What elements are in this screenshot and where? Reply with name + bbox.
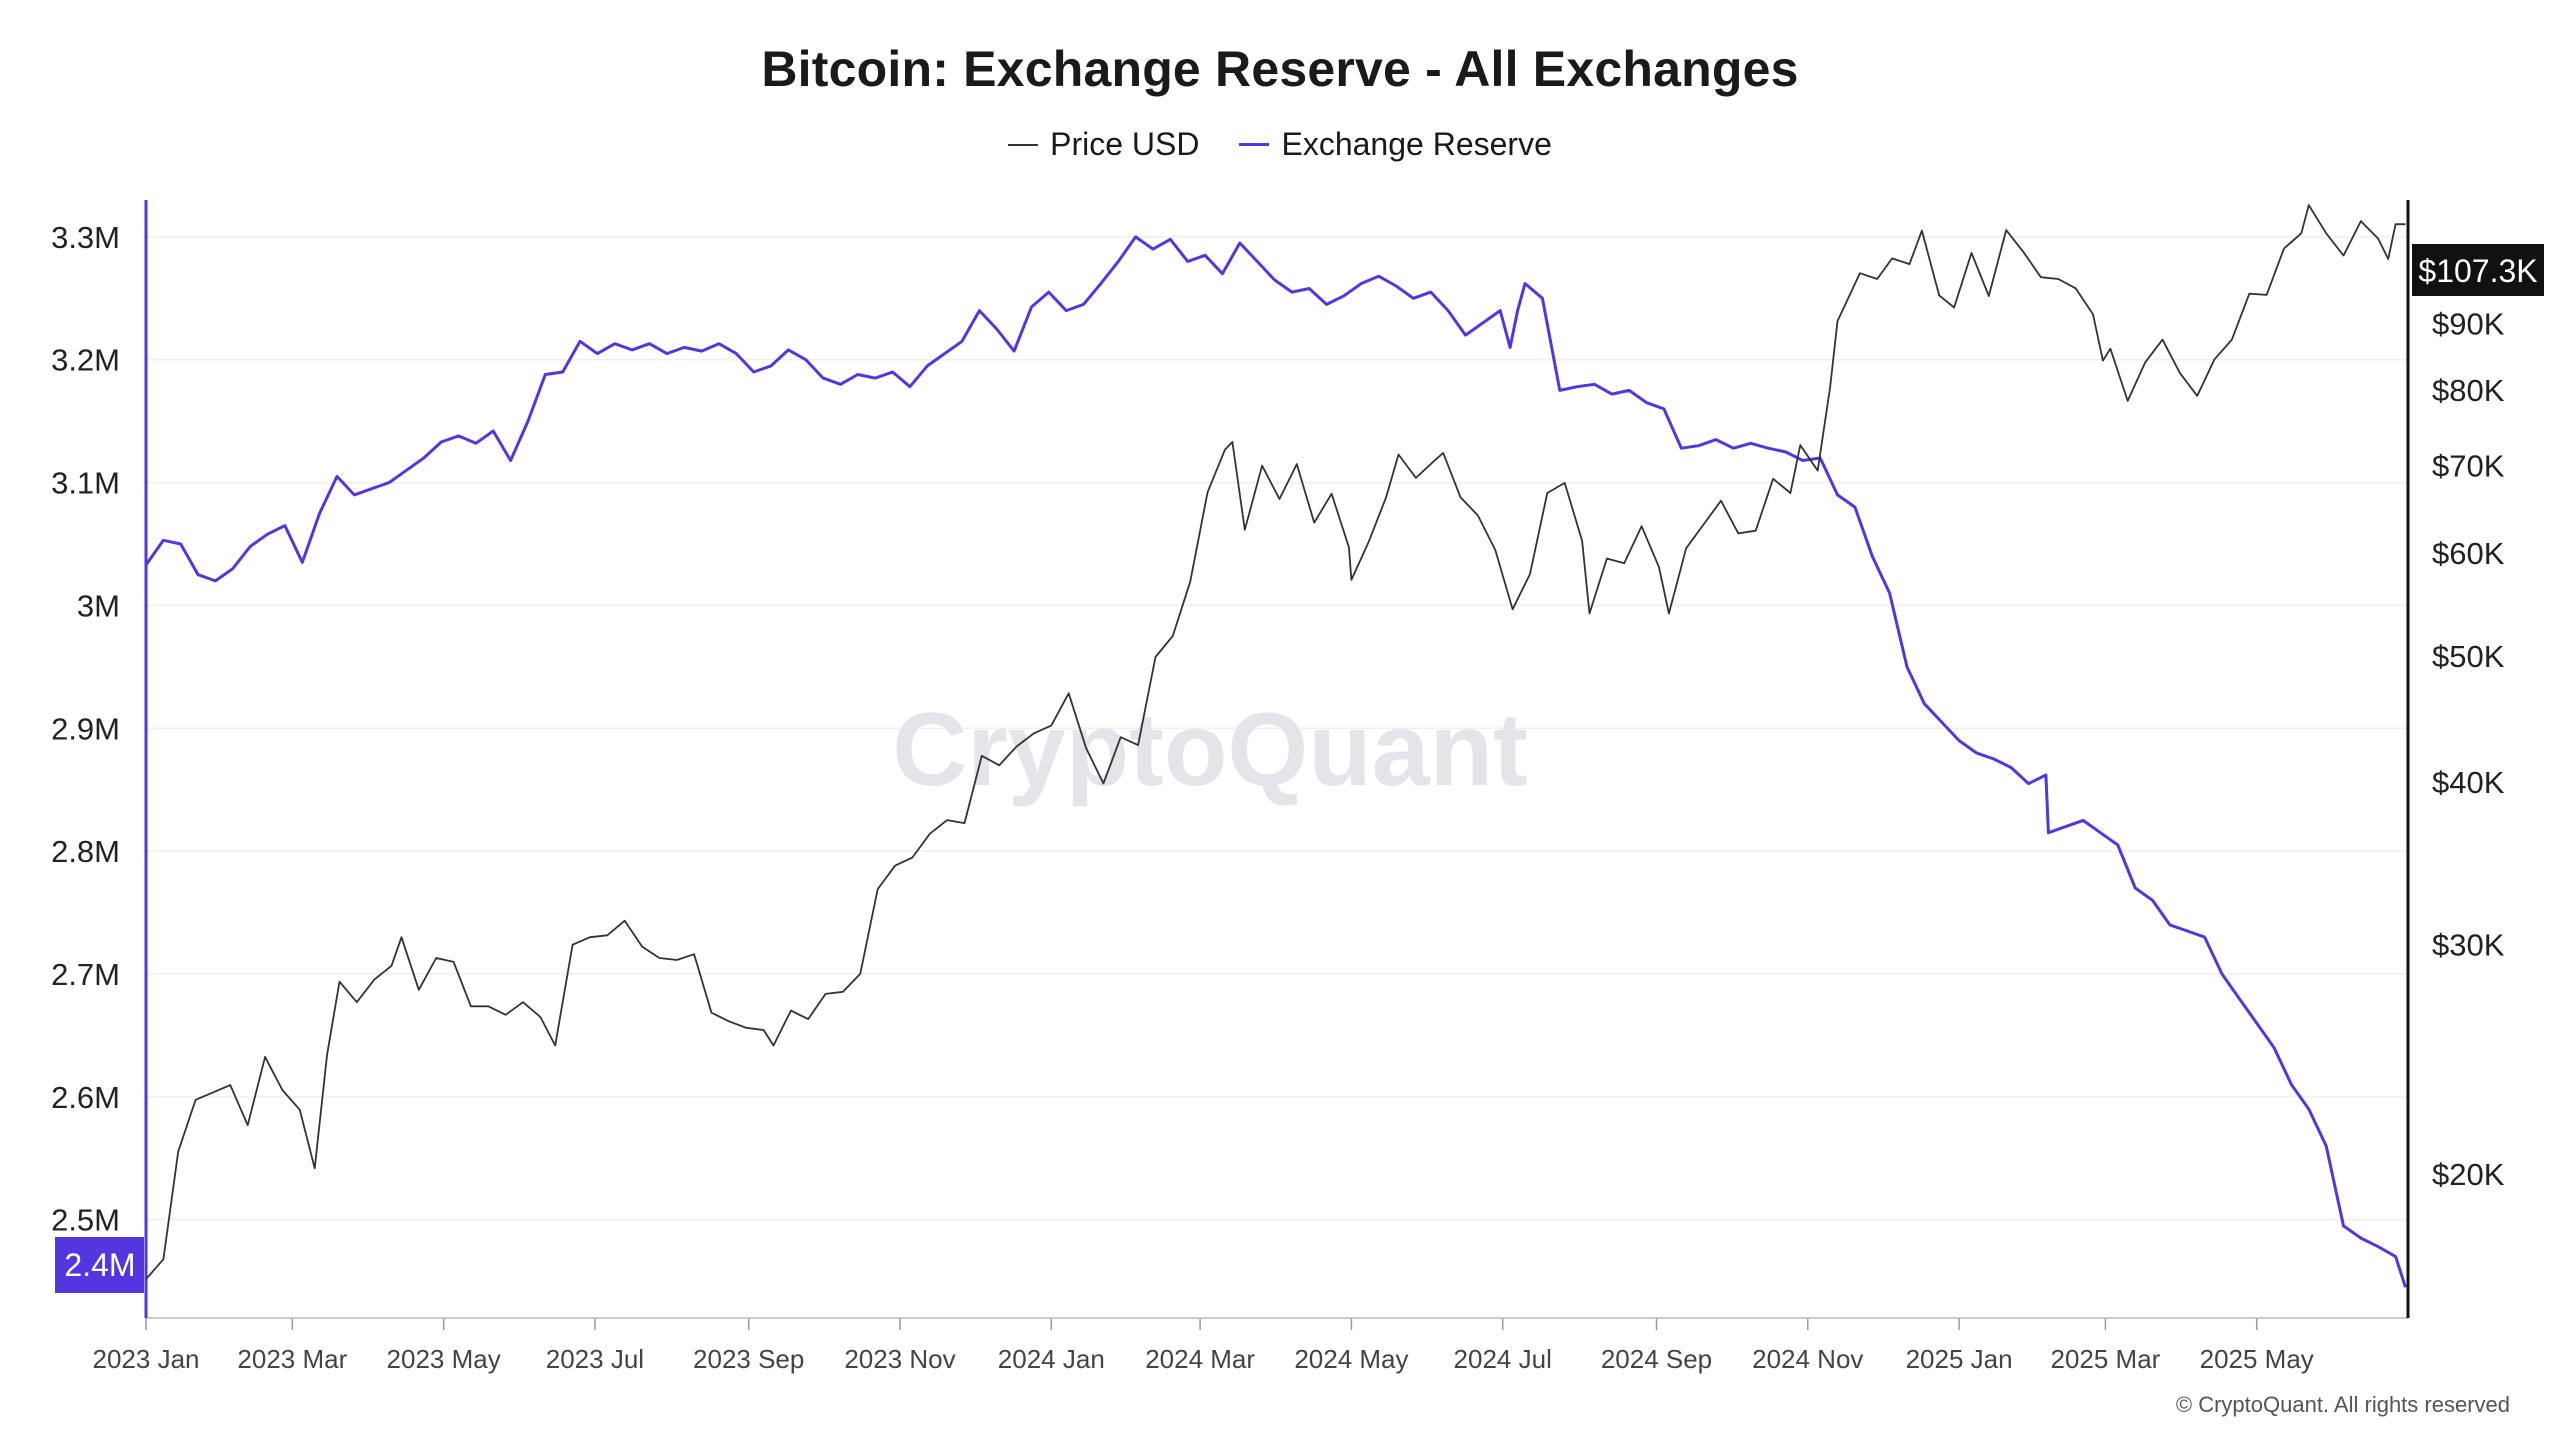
x-tick-label: 2024 Sep (1601, 1344, 1712, 1374)
y-right-tick-label: $90K (2432, 307, 2505, 342)
x-tick-label: 2024 May (1294, 1344, 1408, 1374)
y-left-tick-label: 2.5M (51, 1203, 120, 1238)
tick-labels: 2.5M 2.6M 2.7M 2.8M 2.9M 3M 3.1M 3.2M 3.3M $20K $3… (51, 220, 2522, 1374)
series-line-exchange-reserve (144, 235, 2407, 1288)
legend-swatch-exchange-reserve (1239, 143, 1270, 146)
watermark: CryptoQuant (892, 692, 1528, 808)
current-reserve-badge: 2.4M (64, 1247, 135, 1283)
y-left-tick-label: 3.2M (51, 343, 120, 378)
x-tick-label: 2023 Sep (693, 1344, 804, 1374)
y-left-tick-label: 3.3M (51, 220, 120, 255)
chart-title: Bitcoin: Exchange Reserve - All Exchange… (761, 41, 1799, 97)
y-left-tick-label: 3M (77, 588, 120, 623)
series-line-price-usd (145, 204, 2406, 1280)
x-tick-label: 2024 Jan (998, 1344, 1105, 1374)
y-right-tick-label: $70K (2432, 449, 2505, 484)
x-tick-label: 2023 Jul (546, 1344, 644, 1374)
current-price-badge-bg (2412, 244, 2544, 296)
x-tick-label: 2025 May (2200, 1344, 2314, 1374)
x-tick-label: 2024 Jul (1454, 1344, 1552, 1374)
current-value-markers: 2.4M $107.3K (55, 244, 2544, 1293)
chart-legend: Price USD Exchange Reserve (0, 126, 2560, 163)
y-left-tick-label: 2.9M (51, 711, 120, 746)
y-right-tick-label: $80K (2432, 373, 2505, 408)
x-tick-label: 2023 Mar (237, 1344, 347, 1374)
legend-label-exchange-reserve: Exchange Reserve (1281, 126, 1552, 162)
legend-item-price[interactable]: Price USD (1008, 126, 1199, 163)
x-tick-label: 2023 May (387, 1344, 501, 1374)
current-reserve-badge-bg (55, 1237, 144, 1293)
x-tick-label: 2025 Jan (1906, 1344, 2013, 1374)
y-left-tick-label: 3.1M (51, 466, 120, 501)
x-tick-label: 2024 Nov (1752, 1344, 1863, 1374)
legend-item-exchange-reserve[interactable]: Exchange Reserve (1239, 126, 1552, 163)
x-tick-label: 2023 Nov (844, 1344, 955, 1374)
gridlines (146, 236, 2408, 1221)
y-right-tick-label: $20K (2432, 1157, 2505, 1192)
current-price-badge: $107.3K (2418, 253, 2537, 289)
axes (144, 200, 2410, 1330)
x-tick-label: 2023 Jan (93, 1344, 200, 1374)
x-tick-label: 2025 Mar (2050, 1344, 2160, 1374)
y-left-tick-label: 2.6M (51, 1080, 120, 1115)
y-right-tick-label: $30K (2432, 928, 2505, 963)
y-right-tick-label: $60K (2432, 536, 2505, 571)
y-left-tick-label: 2.7M (51, 957, 120, 992)
legend-label-price: Price USD (1050, 126, 1200, 162)
copyright-text: © CryptoQuant. All rights reserved (2175, 1392, 2510, 1417)
y-right-tick-label: $50K (2432, 639, 2505, 674)
x-tick-label: 2024 Mar (1145, 1344, 1255, 1374)
series-layer (144, 204, 2407, 1288)
y-right-tick-label: $40K (2432, 765, 2505, 800)
legend-swatch-price (1008, 143, 1039, 146)
y-left-tick-label: 2.8M (51, 834, 120, 869)
